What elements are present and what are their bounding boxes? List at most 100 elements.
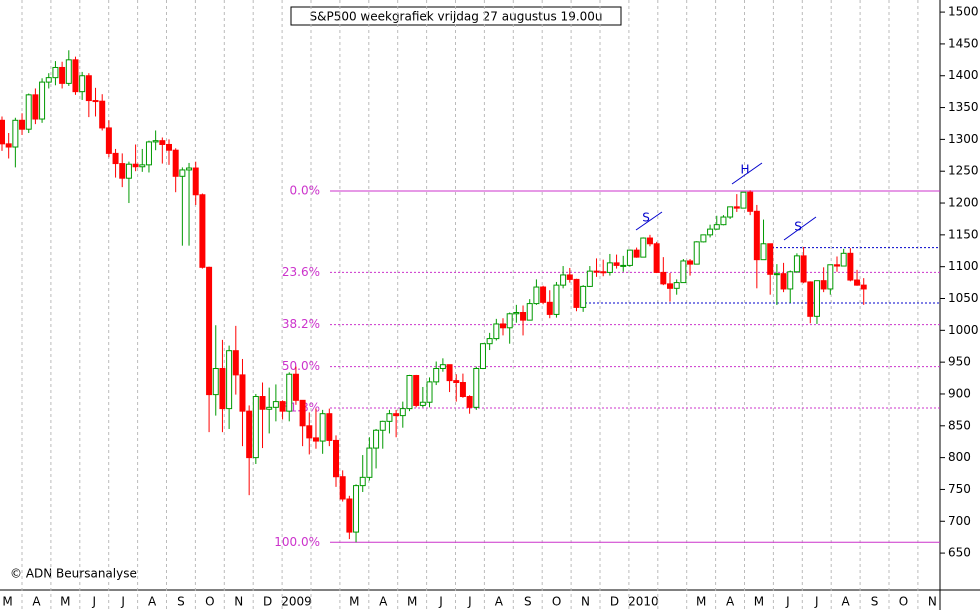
x-tick-label: A — [495, 595, 504, 609]
candle-body — [600, 271, 607, 274]
candle-body — [172, 149, 179, 177]
candle-body — [312, 437, 319, 442]
candle-body — [79, 75, 86, 93]
chart-title: S&P500 weekgrafiek vrijdag 27 augustus 1… — [309, 10, 602, 24]
x-tick-label: M — [349, 595, 359, 609]
x-tick-label: D — [263, 595, 272, 609]
annotation-stroke — [635, 211, 663, 231]
candle-body — [640, 237, 647, 258]
candle-body — [39, 81, 46, 120]
x-tick-label: 2010 — [628, 595, 659, 609]
x-tick-label: A — [379, 595, 388, 609]
y-tick-label: 1100 — [948, 259, 979, 273]
candle-body — [159, 140, 166, 145]
y-tick-label: 700 — [948, 514, 971, 528]
candle-body — [179, 169, 186, 177]
y-tick-label: 1250 — [948, 164, 979, 178]
x-tick-label: O — [552, 595, 561, 609]
candle-body — [860, 284, 867, 290]
candle-body — [653, 243, 660, 273]
x-tick-label: J — [438, 595, 443, 609]
x-tick-label: N — [581, 595, 590, 609]
candle-body — [580, 285, 587, 308]
candle-body — [346, 498, 353, 533]
y-tick-label: 1450 — [948, 36, 979, 50]
candle-body — [526, 303, 533, 321]
annotation: S — [794, 220, 802, 234]
x-tick-label: J — [467, 595, 472, 609]
candle-body — [840, 252, 847, 267]
candle-body — [713, 224, 720, 230]
candle-body — [560, 274, 567, 286]
y-tick-label: 1300 — [948, 132, 979, 146]
y-tick-label: 1350 — [948, 100, 979, 114]
candle-body — [700, 234, 707, 243]
x-tick-label: S — [524, 595, 532, 609]
candle-body — [626, 249, 633, 266]
candle-body — [45, 77, 52, 83]
fib-label: 50.0% — [282, 359, 320, 373]
candle-body — [787, 271, 794, 290]
x-tick-label: J — [785, 595, 790, 609]
candle-body — [353, 485, 360, 533]
candle-body — [660, 271, 667, 285]
candle-body — [386, 413, 393, 422]
credit: © ADN Beursanalyse — [10, 567, 137, 581]
candle-body — [413, 375, 420, 406]
candle-body — [52, 66, 59, 79]
y-tick-label: 950 — [948, 355, 971, 369]
candle-body — [306, 425, 313, 439]
candle-body — [399, 408, 406, 417]
candle-body — [0, 119, 5, 145]
candle-body — [820, 280, 827, 290]
candle-body — [707, 228, 714, 236]
candle-body — [5, 143, 12, 148]
candle-body — [393, 413, 400, 417]
x-tick-label: M — [754, 595, 764, 609]
candle-body — [199, 194, 206, 268]
candle-body — [520, 312, 527, 321]
candle-body — [266, 406, 273, 410]
x-tick-label: A — [842, 595, 851, 609]
candle-body — [813, 280, 820, 317]
x-tick-label: J — [120, 595, 125, 609]
x-tick-label: S — [871, 595, 879, 609]
candle-body — [65, 59, 72, 84]
y-tick-label: 1200 — [948, 196, 979, 210]
candle-body — [633, 249, 640, 258]
candle-body — [59, 66, 66, 84]
annotation: H — [740, 163, 749, 177]
candle-body — [646, 237, 653, 245]
candle-body — [687, 260, 694, 265]
candle-body — [854, 279, 861, 286]
candle-body — [800, 255, 807, 283]
candle-body — [667, 283, 673, 289]
x-tick-label: J — [814, 595, 819, 609]
candle-body — [252, 396, 259, 459]
candle-body — [793, 255, 800, 273]
candle-body — [693, 241, 700, 265]
x-tick-label: O — [205, 595, 214, 609]
candle-body — [486, 338, 493, 345]
candle-body — [112, 152, 119, 165]
candle-body — [533, 286, 540, 305]
y-tick-label: 1400 — [948, 68, 979, 82]
candle-body — [606, 262, 613, 273]
candle-body — [145, 141, 152, 166]
candle-body — [359, 476, 366, 487]
candle-body — [620, 264, 627, 267]
annotation-stroke — [731, 162, 763, 185]
x-tick-label: J — [91, 595, 96, 609]
candle-body — [426, 381, 433, 403]
candle-body — [366, 447, 373, 478]
y-tick-label: 1000 — [948, 323, 979, 337]
candle-body — [419, 401, 426, 406]
x-tick-label: N — [928, 595, 937, 609]
candle-body — [834, 264, 840, 267]
candle-body — [553, 284, 560, 315]
candle-body — [326, 413, 333, 441]
candle-body — [613, 262, 620, 266]
candle-body — [847, 252, 854, 281]
candle-body — [406, 375, 413, 410]
